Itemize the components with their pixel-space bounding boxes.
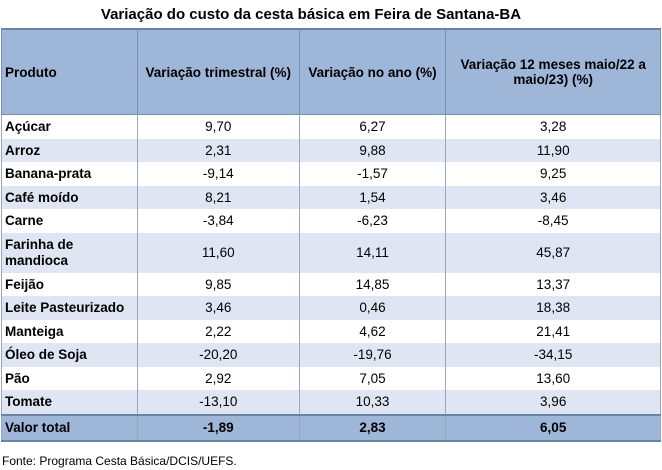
table-row: Café moído 8,21 1,54 3,46 bbox=[1, 185, 661, 209]
source-note: Fonte: Programa Cesta Básica/DCIS/UEFS. bbox=[2, 454, 237, 468]
header-variacao-trimestral: Variação trimestral (%) bbox=[136, 28, 300, 115]
table-row: Arroz 2,31 9,88 11,90 bbox=[1, 138, 661, 162]
variacao-trimestral-cell: 8,21 bbox=[136, 185, 300, 209]
variacao-trimestral-cell: 11,60 bbox=[136, 232, 300, 273]
table-row: Óleo de Soja -20,20 -19,76 -34,15 bbox=[1, 343, 661, 367]
variacao-12-meses-cell: -8,45 bbox=[445, 209, 661, 233]
table-row: Manteiga 2,22 4,62 21,41 bbox=[1, 319, 661, 343]
variacao-no-ano-cell: 4,62 bbox=[298, 319, 447, 343]
variacao-trimestral-cell: 2,31 bbox=[136, 138, 300, 162]
variacao-12-meses-cell: 13,60 bbox=[445, 366, 661, 390]
total-label: Valor total bbox=[1, 413, 138, 442]
variacao-no-ano-cell: 0,46 bbox=[298, 296, 447, 320]
total-no-ano: 2,83 bbox=[298, 413, 447, 442]
variacao-trimestral-cell: 9,70 bbox=[136, 114, 300, 139]
product-name-cell: Farinha de mandioca bbox=[1, 232, 138, 273]
product-name-cell: Carne bbox=[1, 209, 138, 233]
variacao-trimestral-cell: -9,14 bbox=[136, 162, 300, 186]
variacao-12-meses-cell: 9,25 bbox=[445, 162, 661, 186]
total-trimestral: -1,89 bbox=[136, 413, 300, 442]
variacao-no-ano-cell: -6,23 bbox=[298, 209, 447, 233]
variacao-12-meses-cell: 11,90 bbox=[445, 138, 661, 162]
variacao-trimestral-cell: 2,92 bbox=[136, 366, 300, 390]
variacao-no-ano-cell: -1,57 bbox=[298, 162, 447, 186]
table-header-row: Produto Variação trimestral (%) Variação… bbox=[1, 28, 661, 115]
variacao-trimestral-cell: -20,20 bbox=[136, 343, 300, 367]
variacao-no-ano-cell: 14,85 bbox=[298, 272, 447, 296]
table-row: Banana-prata -9,14 -1,57 9,25 bbox=[1, 162, 661, 186]
variacao-no-ano-cell: 7,05 bbox=[298, 366, 447, 390]
variacao-trimestral-cell: 2,22 bbox=[136, 319, 300, 343]
variacao-12-meses-cell: 13,37 bbox=[445, 272, 661, 296]
table-row: Carne -3,84 -6,23 -8,45 bbox=[1, 209, 661, 233]
product-name-cell: Manteiga bbox=[1, 319, 138, 343]
product-name-cell: Óleo de Soja bbox=[1, 343, 138, 367]
total-12-meses: 6,05 bbox=[445, 413, 661, 442]
variacao-no-ano-cell: 6,27 bbox=[298, 114, 447, 139]
variacao-12-meses-cell: 3,46 bbox=[445, 185, 661, 209]
product-name-cell: Arroz bbox=[1, 138, 138, 162]
table-title: Variação do custo da cesta básica em Fei… bbox=[0, 6, 662, 23]
header-produto: Produto bbox=[1, 28, 138, 115]
variacao-no-ano-cell: 10,33 bbox=[298, 390, 447, 415]
product-name-cell: Pão bbox=[1, 366, 138, 390]
table-row: Tomate -13,10 10,33 3,96 bbox=[1, 390, 661, 415]
table-row: Pão 2,92 7,05 13,60 bbox=[1, 366, 661, 390]
variacao-12-meses-cell: 18,38 bbox=[445, 296, 661, 320]
variacao-12-meses-cell: -34,15 bbox=[445, 343, 661, 367]
product-name-cell: Banana-prata bbox=[1, 162, 138, 186]
price-variation-table: Produto Variação trimestral (%) Variação… bbox=[1, 28, 661, 442]
variacao-trimestral-cell: 3,46 bbox=[136, 296, 300, 320]
variacao-no-ano-cell: 14,11 bbox=[298, 232, 447, 273]
variacao-trimestral-cell: -13,10 bbox=[136, 390, 300, 415]
table-row: Farinha de mandioca 11,60 14,11 45,87 bbox=[1, 232, 661, 273]
table-row: Leite Pasteurizado 3,46 0,46 18,38 bbox=[1, 296, 661, 320]
product-name-cell: Açúcar bbox=[1, 114, 138, 139]
variacao-12-meses-cell: 3,96 bbox=[445, 390, 661, 415]
variacao-no-ano-cell: 9,88 bbox=[298, 138, 447, 162]
variacao-no-ano-cell: -19,76 bbox=[298, 343, 447, 367]
variacao-12-meses-cell: 45,87 bbox=[445, 232, 661, 273]
table-body: Açúcar 9,70 6,27 3,28 Arroz 2,31 9,88 11,90 Bana… bbox=[1, 114, 661, 415]
header-variacao-no-ano: Variação no ano (%) bbox=[298, 28, 447, 115]
variacao-trimestral-cell: 9,85 bbox=[136, 272, 300, 296]
table-row: Açúcar 9,70 6,27 3,28 bbox=[1, 114, 661, 139]
product-name-cell: Tomate bbox=[1, 390, 138, 415]
product-name-cell: Café moído bbox=[1, 185, 138, 209]
variacao-no-ano-cell: 1,54 bbox=[298, 185, 447, 209]
variacao-trimestral-cell: -3,84 bbox=[136, 209, 300, 233]
header-variacao-12-meses: Variação 12 meses maio/22 a maio/23) (%) bbox=[445, 28, 661, 115]
table-title-text: Variação do custo da cesta básica em Fei… bbox=[100, 6, 522, 23]
variacao-12-meses-cell: 21,41 bbox=[445, 319, 661, 343]
table-row: Feijão 9,85 14,85 13,37 bbox=[1, 272, 661, 296]
product-name-cell: Feijão bbox=[1, 272, 138, 296]
product-name-cell: Leite Pasteurizado bbox=[1, 296, 138, 320]
total-row: Valor total -1,89 2,83 6,05 bbox=[1, 413, 661, 442]
variacao-12-meses-cell: 3,28 bbox=[445, 114, 661, 139]
